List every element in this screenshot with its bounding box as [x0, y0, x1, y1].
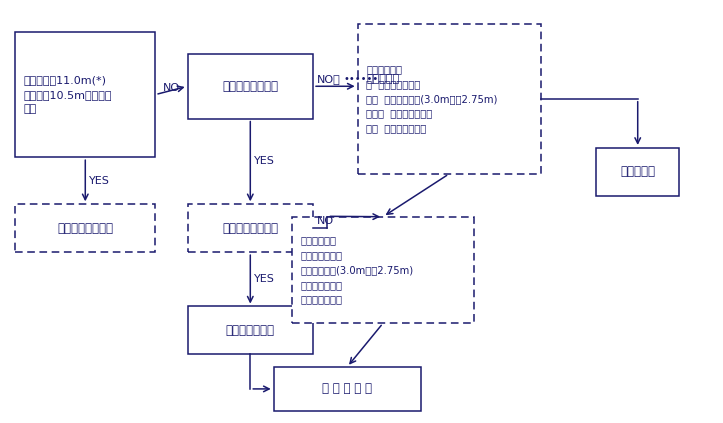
Text: 横断面決定: 横断面決定	[620, 165, 655, 179]
Text: NO: NO	[317, 216, 334, 226]
Bar	[358, 24, 541, 174]
Bar	[187, 307, 313, 354]
Text: NO（: NO（	[317, 74, 341, 84]
Text: 標準横断面の確保: 標準横断面の確保	[57, 222, 114, 235]
Text: YES: YES	[254, 157, 275, 166]
Text: 両側歩道が必要か: 両側歩道が必要か	[222, 80, 278, 93]
Text: NO: NO	[163, 82, 180, 93]
Text: YES: YES	[89, 176, 110, 186]
Text: 片側歩道）: 片側歩道）	[367, 74, 400, 84]
Bar	[15, 32, 155, 157]
Bar	[15, 204, 155, 252]
Text: 現道幅員が11.0m(*)
（または10.5m）以上あ
るか: 現道幅員が11.0m(*) （または10.5m）以上あ るか	[24, 75, 113, 114]
Text: 追加買収が可能か: 追加買収が可能か	[222, 222, 278, 235]
Text: YES: YES	[254, 275, 275, 284]
Bar	[187, 204, 313, 252]
Text: （検討事項）
ｉ  道路の性格選別
ｉｉ  基本車線事項(3.0m又は2.75m)
ｉｉｉ  路肩幅員の縮小
ｉｖ  路肩幅員の省略: （検討事項） ｉ 道路の性格選別 ｉｉ 基本車線事項(3.0m又は2.75m) …	[366, 64, 497, 133]
Bar	[291, 217, 474, 323]
Bar	[596, 148, 679, 196]
Text: 横 断 面 決 定: 横 断 面 決 定	[322, 382, 372, 396]
Text: 標準断面の確保: 標準断面の確保	[226, 324, 275, 337]
Bar	[187, 54, 313, 118]
Text: （検討事項）
道路の性格選別
基本車線事項(3.0m又は2.75m)
路肩幅員の縮小
路肩幅員の省略: （検討事項） 道路の性格選別 基本車線事項(3.0m又は2.75m) 路肩幅員の…	[300, 235, 414, 305]
Bar	[273, 367, 421, 411]
Text: ••••••: ••••••	[344, 74, 379, 84]
